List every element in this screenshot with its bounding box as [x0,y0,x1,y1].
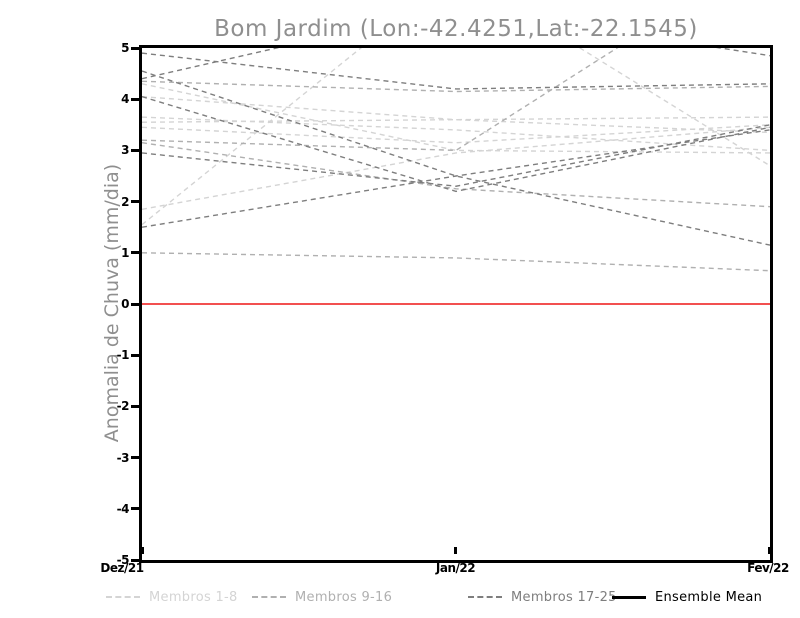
ensemble-member-line [142,252,770,272]
plot-area [139,45,773,563]
x-tick-label: Jan/22 [435,561,476,575]
ensemble-member-line [142,124,770,144]
y-tick-label: 3 [121,143,129,158]
solid-line-sample [612,595,646,599]
legend-label: Membros 17-25 [511,589,617,605]
y-tick-mark [131,507,139,511]
dashed-line-sample [468,596,502,598]
legend-label: Membros 1-8 [149,589,238,605]
y-tick-label: 1 [121,245,129,260]
y-tick-label: -4 [116,501,130,516]
legend-label: Ensemble Mean [655,589,763,605]
y-tick-mark [131,404,139,408]
x-tick-mark [140,547,144,554]
x-tick-mark [767,547,771,554]
y-tick-mark [131,251,139,255]
y-tick-label: -1 [116,348,130,363]
ensemble-member-line [142,116,770,123]
legend-entry-membros-17-25: Membros 17-25 [468,589,617,605]
ensemble-member-line [142,95,770,134]
y-tick-mark [131,46,139,50]
x-tick-mark [454,547,457,554]
y-tick-mark [131,353,139,357]
legend-entry-ensemble-mean: Ensemble Mean [612,589,762,605]
dashed-line-sample [252,596,286,598]
ensemble-member-line [142,142,770,208]
y-tick-label: 2 [121,194,129,209]
ensemble-lines-plot [142,48,770,305]
legend-label: Membros 9-16 [295,589,393,605]
x-tick-label: Fev/22 [747,561,789,575]
ensemble-member-line [142,126,770,210]
ensemble-member-line [142,95,770,193]
y-tick-label: 5 [121,41,129,55]
ensemble-member-line [142,48,770,226]
y-tick-mark [131,200,139,204]
ensemble-member-line [142,80,770,93]
y-tick-label: -5 [116,553,130,567]
dashed-line-sample [106,596,140,598]
y-tick-mark [131,302,139,306]
y-tick-label: 4 [121,92,129,107]
ensemble-member-line [142,52,770,90]
y-tick-label: -3 [116,450,130,465]
x-tick-label: Dez/21 [100,561,144,575]
ensemble-member-line [142,129,770,228]
y-tick-mark [131,148,139,152]
chart-title: Bom Jardim (Lon:-42.4251,Lat:-22.1545) [214,16,698,42]
ensemble-member-line [142,70,770,246]
ensemble-member-line [142,116,770,152]
y-tick-label: -2 [116,399,130,414]
legend-entry-membros-1-8: Membros 1-8 [106,589,238,605]
y-tick-mark [131,97,139,101]
y-tick-mark [131,456,139,460]
y-tick-label: 0 [121,297,129,311]
y-tick-mark [131,558,139,562]
ensemble-member-line [142,124,770,187]
legend-entry-membros-9-16: Membros 9-16 [252,589,392,605]
